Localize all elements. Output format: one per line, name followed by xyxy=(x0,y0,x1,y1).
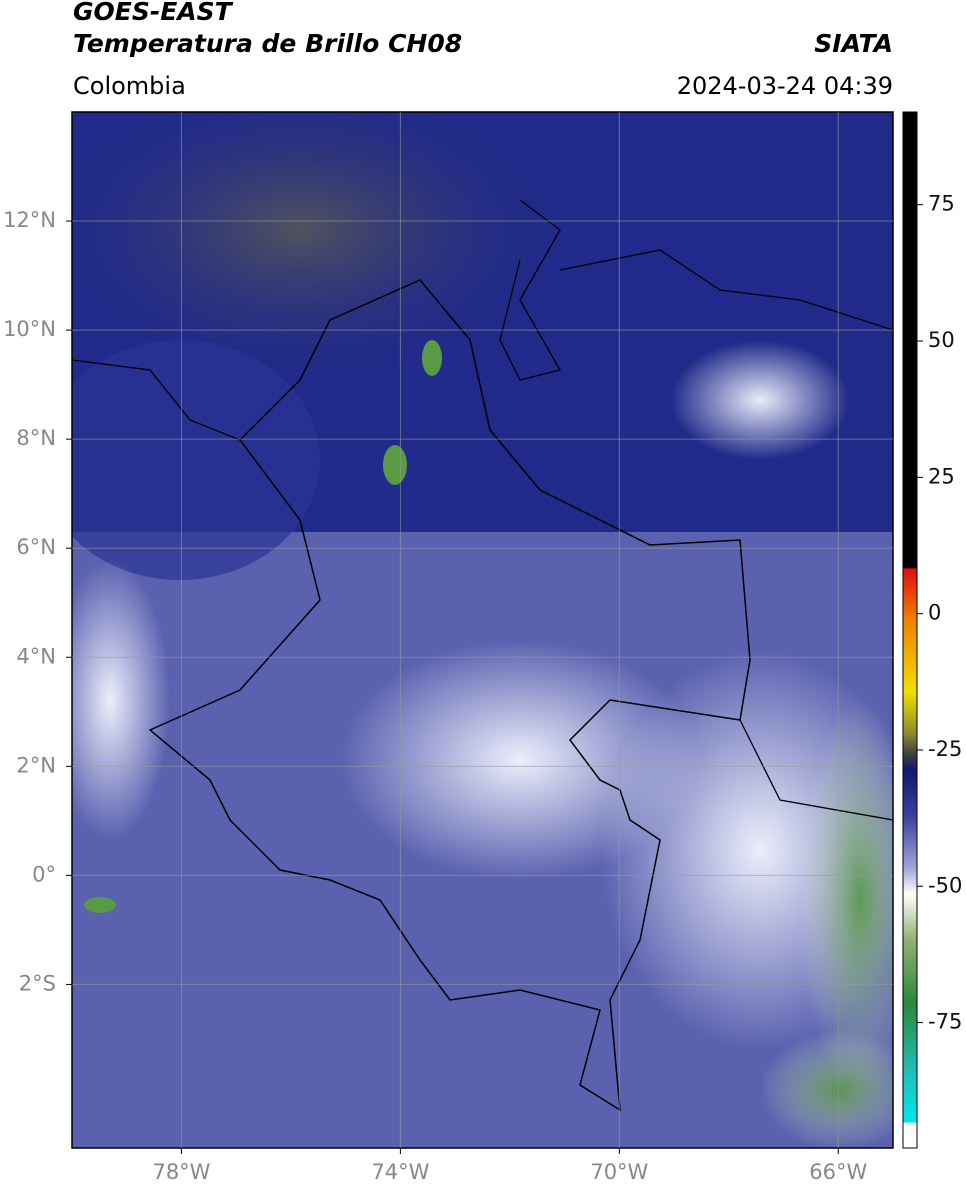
colorbar-tick-label: -75 xyxy=(928,1010,962,1034)
lat-tick-label: 6°N xyxy=(16,535,56,559)
datetime: 2024-03-24 04:39 xyxy=(677,72,893,100)
colorbar-tick-label: 25 xyxy=(928,464,955,488)
lon-tick-label: 74°W xyxy=(371,1160,429,1184)
map-frame xyxy=(71,111,894,1149)
lon-tick-label: 78°W xyxy=(152,1160,210,1184)
source: SIATA xyxy=(814,29,893,58)
lat-tick-label: 2°S xyxy=(19,971,56,995)
lat-tick-label: 8°N xyxy=(16,426,56,450)
lon-tick-label: 70°W xyxy=(590,1160,648,1184)
lon-tick-label: 66°W xyxy=(809,1160,867,1184)
colorbar-tick-label: 50 xyxy=(928,328,955,352)
colorbar xyxy=(902,111,918,1149)
colorbar-tick-label: -25 xyxy=(928,737,962,761)
colorbar-tick-label: 0 xyxy=(928,601,941,625)
lat-tick-label: 10°N xyxy=(3,317,56,341)
satellite: GOES-EAST xyxy=(73,0,234,26)
lat-tick-label: 2°N xyxy=(16,753,56,777)
colorbar-tick-label: -50 xyxy=(928,873,962,897)
product-title: Temperatura de Brillo CH08 xyxy=(73,29,462,58)
imagery xyxy=(72,112,893,1148)
lat-tick-label: 12°N xyxy=(3,208,56,232)
lat-tick-label: 4°N xyxy=(16,644,56,668)
lat-tick-label: 0° xyxy=(32,862,56,886)
colorbar-tick-label: 75 xyxy=(928,192,955,216)
region: Colombia xyxy=(73,72,186,100)
